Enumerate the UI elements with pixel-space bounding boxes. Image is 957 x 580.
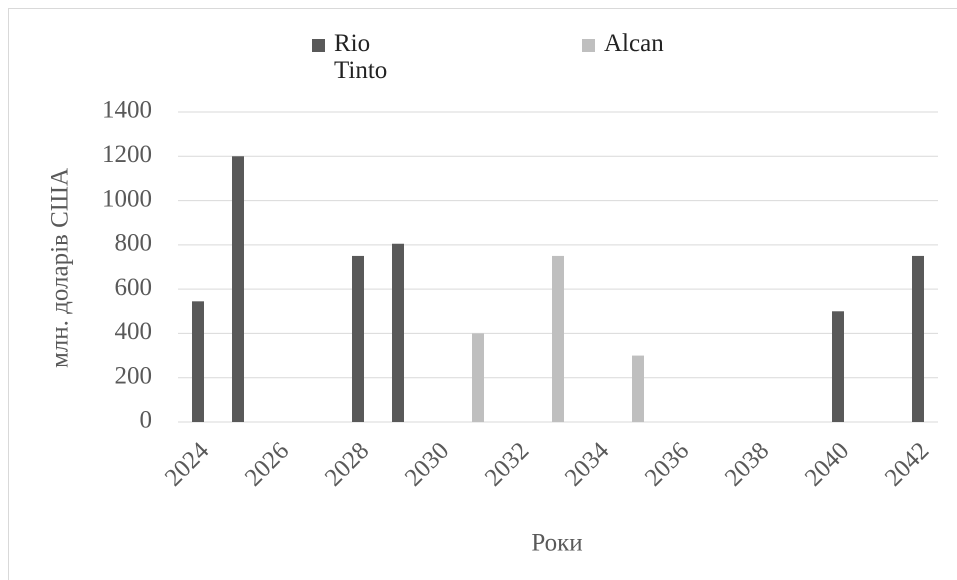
x-axis-label: Роки [531,530,582,557]
x-tick-label: 2034 [560,437,615,492]
chart-border [8,8,957,580]
legend-swatch [582,39,595,52]
legend-label: Rio Tinto [334,30,388,84]
y-tick-label: 1400 [102,97,152,124]
y-tick-label: 600 [115,274,153,301]
y-tick-label: 800 [115,230,153,257]
bar [632,355,644,422]
x-tick-label: 2040 [800,437,854,491]
y-tick-label: 1200 [102,141,152,168]
y-axis-label: млн. доларів США [47,168,74,368]
x-tick-label: 2042 [880,437,934,491]
x-tick-label: 2038 [720,437,774,491]
bar [832,311,844,422]
x-tick-label: 2028 [320,437,374,491]
y-tick-label: 1000 [102,185,152,212]
x-tick-label: 2032 [480,437,534,491]
bar [392,243,404,422]
bar [232,156,244,423]
x-tick-label: 2036 [640,437,694,491]
y-tick-label: 400 [115,318,153,345]
bar [352,255,364,422]
x-tick-label: 2030 [400,437,454,491]
y-tick-label: 0 [140,407,153,434]
x-tick-label: 2026 [240,437,294,491]
bar [192,301,204,422]
bar [912,255,924,422]
x-tick-label: 2024 [160,437,215,492]
y-tick-label: 200 [115,362,153,389]
bar [552,255,564,422]
legend-swatch [312,39,325,52]
bar [472,333,484,422]
legend-label: Alcan [604,30,664,57]
